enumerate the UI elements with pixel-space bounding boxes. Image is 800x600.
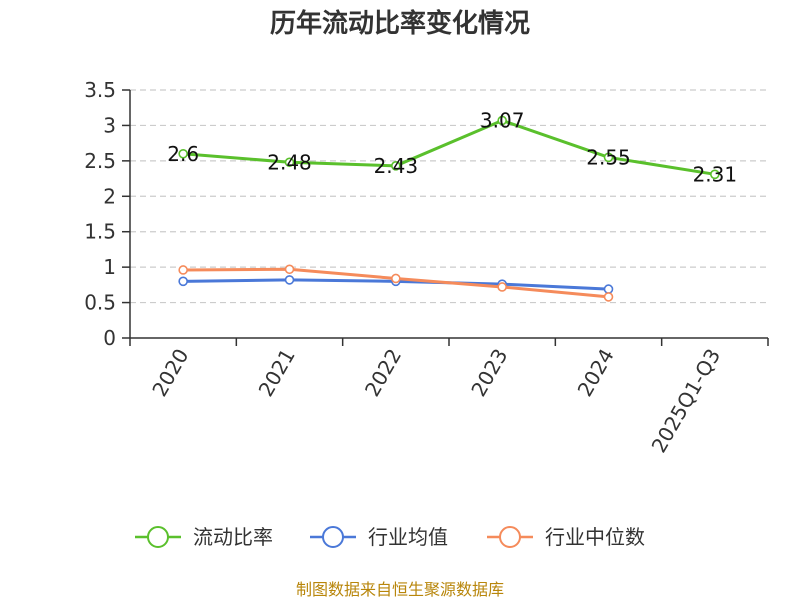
- x-tick-label: 2022: [360, 345, 406, 401]
- x-tick-label: 2024: [573, 345, 619, 401]
- y-axis-ticks: 0 0.5 1 1.5 2 2.5 3 3.5: [84, 78, 130, 350]
- data-label: 2.31: [693, 162, 738, 186]
- y-tick-label: 3: [103, 113, 116, 137]
- data-label: 2.48: [267, 150, 312, 174]
- series-point: [497, 282, 507, 292]
- x-tick-label: 2020: [147, 345, 193, 401]
- legend-marker: [147, 526, 169, 548]
- x-axis-ticks: 2020 2021 2022 2023 2024 2025Q1-Q3: [129, 338, 769, 457]
- axes: [129, 90, 768, 339]
- legend-marker: [322, 526, 344, 548]
- legend-label: 行业中位数: [545, 525, 645, 549]
- series-point: [497, 115, 507, 126]
- legend-marker: [499, 526, 521, 548]
- gridlines: [130, 89, 768, 304]
- series-point: [391, 161, 401, 171]
- y-tick-label: 2.5: [84, 149, 116, 173]
- series-point: [710, 169, 720, 180]
- data-labels: 2.6 2.48 2.43 3.07 2.55 2.31: [167, 108, 737, 186]
- series-group: [178, 115, 720, 302]
- y-tick-label: 0.5: [84, 291, 116, 315]
- legend-item[interactable]: 流动比率: [135, 525, 273, 549]
- data-label: 2.55: [586, 145, 631, 169]
- data-label: 3.07: [480, 108, 525, 132]
- x-tick-label: 2023: [466, 344, 512, 400]
- series-line: [183, 118, 716, 176]
- x-tick-label: 2025Q1-Q3: [646, 345, 725, 457]
- series-point: [178, 148, 188, 159]
- legend-label: 行业均值: [368, 525, 448, 549]
- series-point: [284, 157, 295, 168]
- y-tick-label: 0: [103, 326, 116, 350]
- data-label: 2.43: [374, 154, 419, 178]
- legend-label: 流动比率: [193, 525, 273, 549]
- series-point: [603, 152, 614, 163]
- chart-title: 历年流动比率变化情况: [270, 8, 530, 39]
- series-point: [178, 276, 188, 287]
- series-point: [603, 292, 614, 302]
- source-note: 制图数据来自恒生聚源数据库: [296, 580, 504, 599]
- data-label: 2.6: [167, 142, 199, 166]
- x-tick-label: 2021: [254, 345, 300, 401]
- series-point: [178, 265, 188, 275]
- legend[interactable]: 流动比率 行业均值 行业中位数: [135, 525, 645, 549]
- series-point: [284, 275, 295, 285]
- series-point: [391, 273, 401, 284]
- y-tick-label: 3.5: [84, 78, 116, 102]
- y-tick-label: 1: [103, 255, 116, 279]
- y-tick-label: 1.5: [84, 220, 116, 244]
- y-tick-label: 2: [103, 184, 116, 208]
- legend-item[interactable]: 行业均值: [310, 525, 448, 549]
- series-point: [603, 284, 614, 294]
- series-point: [284, 264, 295, 275]
- legend-item[interactable]: 行业中位数: [487, 525, 645, 549]
